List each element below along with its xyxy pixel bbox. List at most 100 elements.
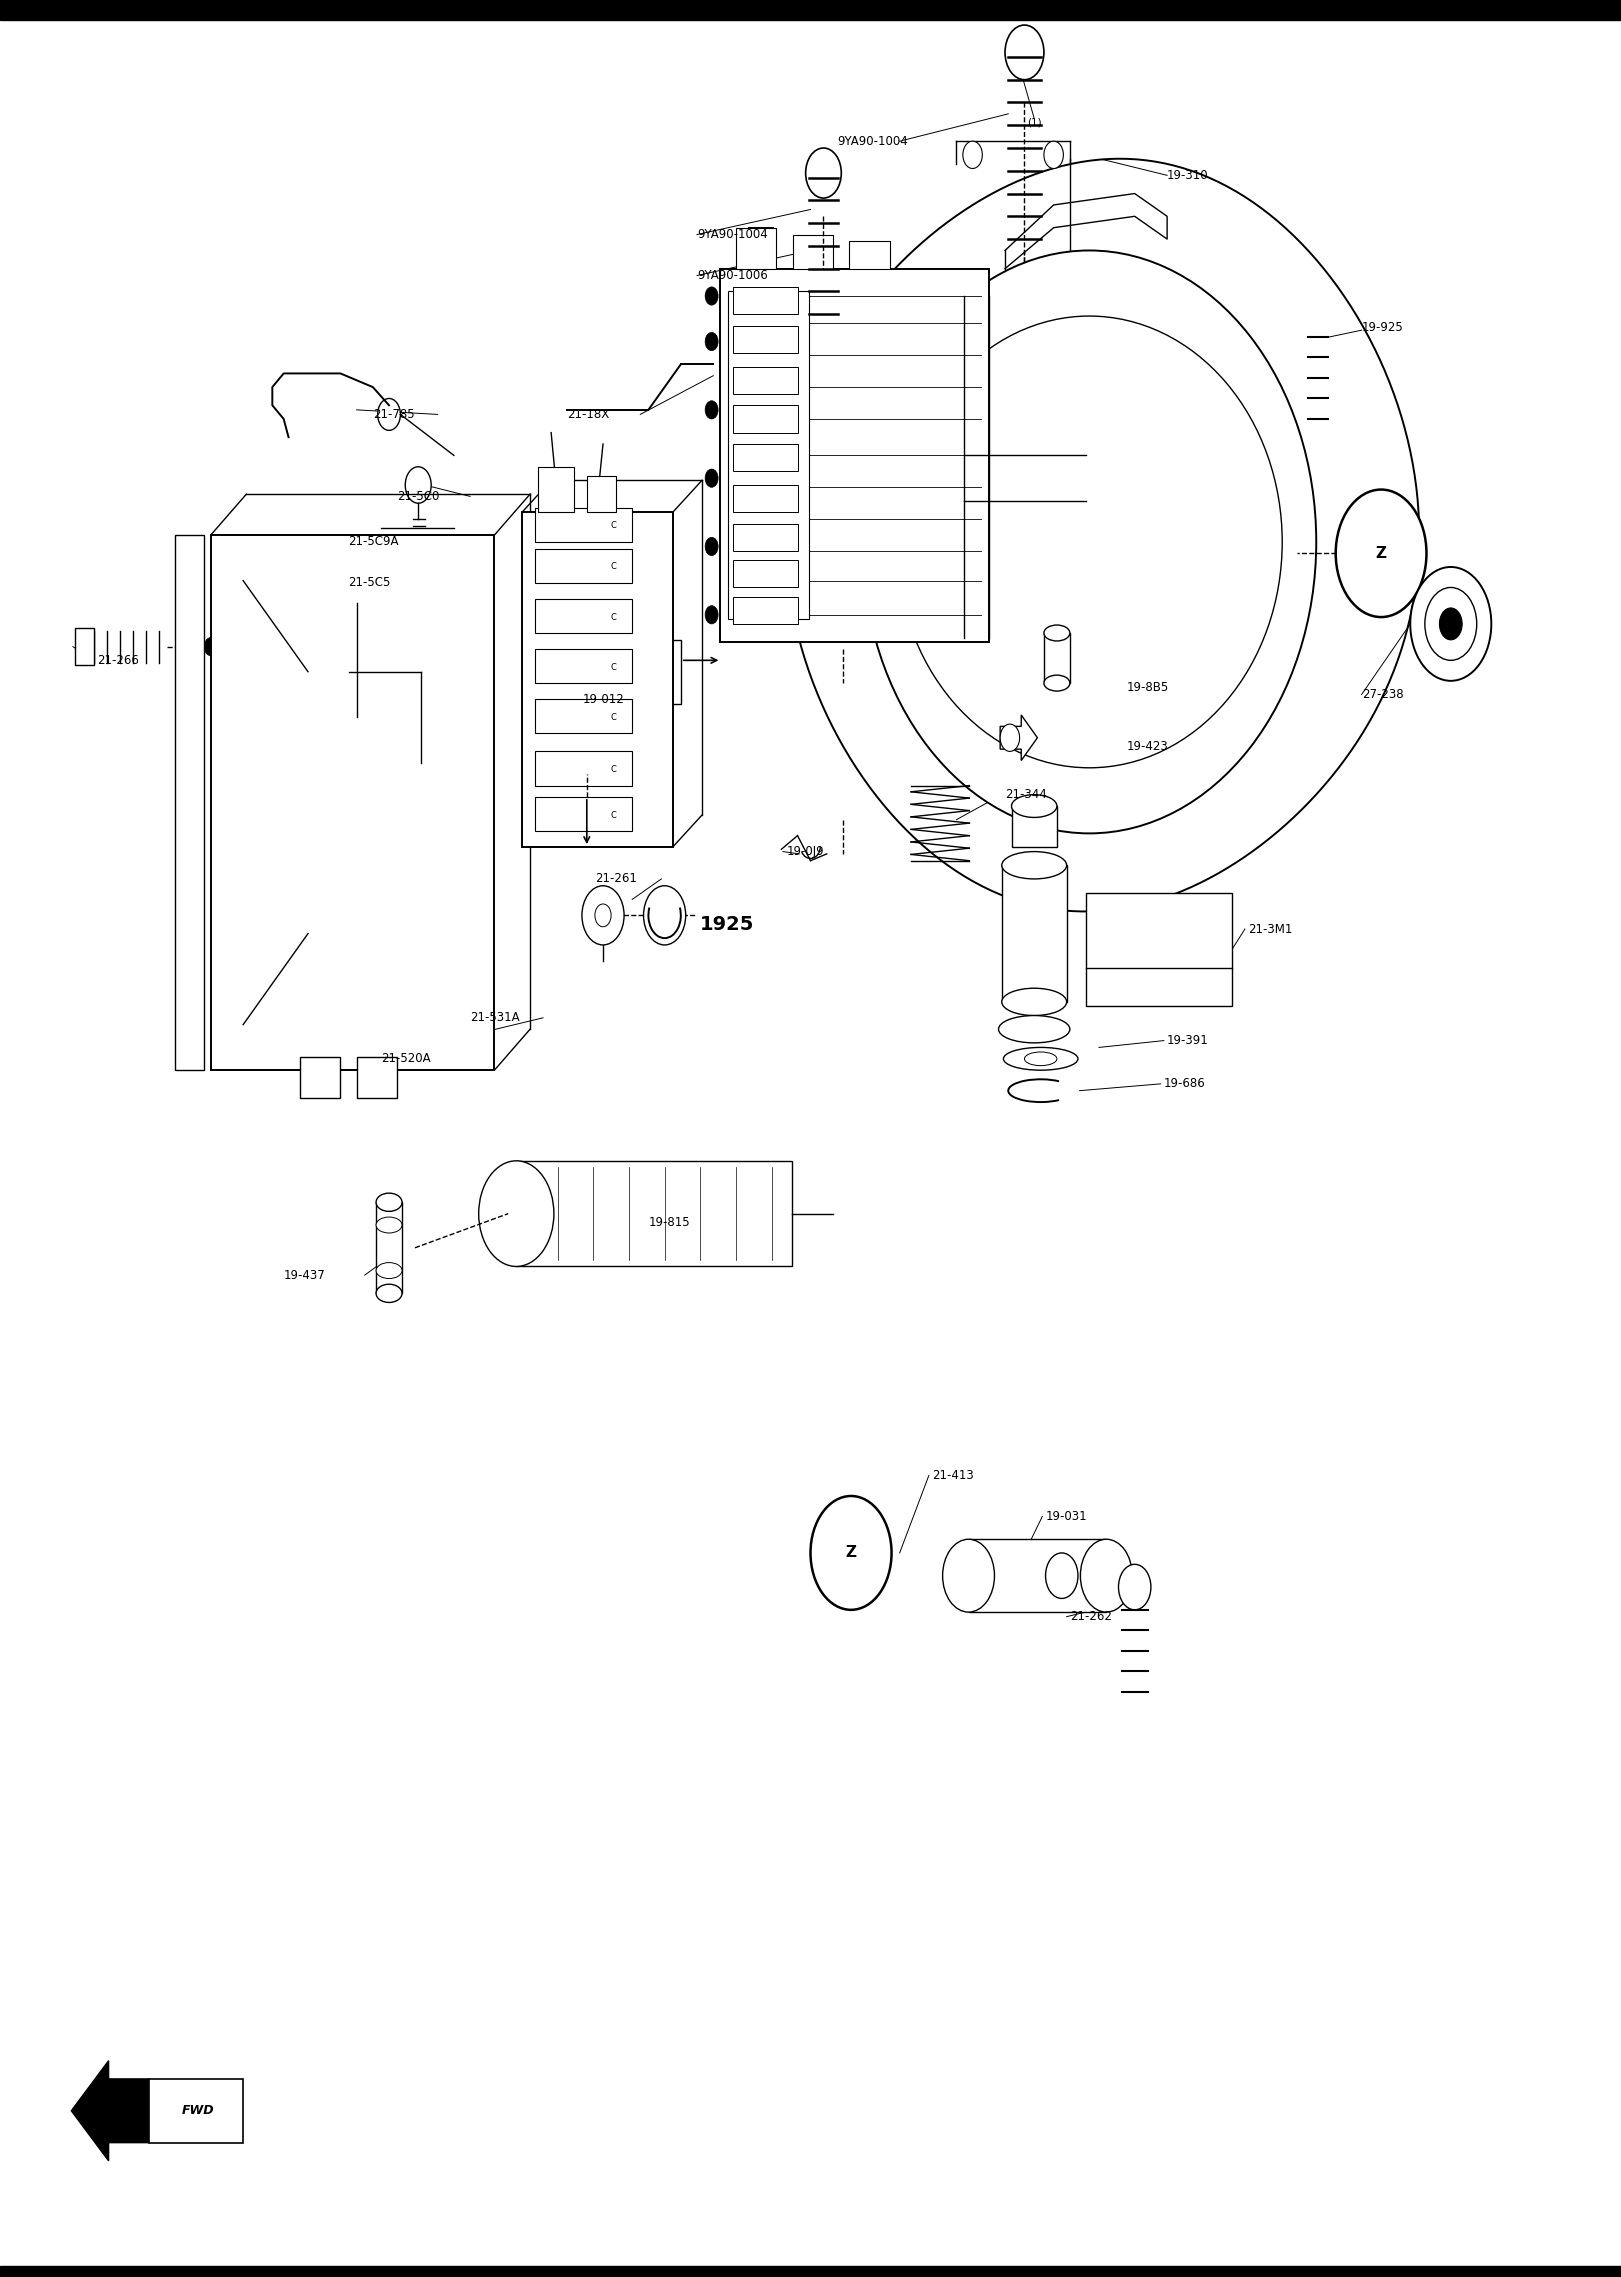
Polygon shape xyxy=(515,1161,791,1266)
Bar xyxy=(75,628,94,665)
Text: C: C xyxy=(609,562,616,572)
Circle shape xyxy=(1439,608,1462,640)
Text: 21-785: 21-785 xyxy=(373,408,415,421)
Text: 19-310: 19-310 xyxy=(1167,168,1209,182)
Ellipse shape xyxy=(478,1161,554,1266)
Text: C: C xyxy=(609,765,616,774)
Text: 21-344: 21-344 xyxy=(1005,788,1047,802)
Bar xyxy=(733,524,798,551)
Text: 19-437: 19-437 xyxy=(284,1268,326,1282)
Text: C: C xyxy=(609,613,616,622)
Bar xyxy=(149,2079,243,2143)
Ellipse shape xyxy=(1044,626,1070,642)
Bar xyxy=(535,797,632,831)
Bar xyxy=(175,535,204,1070)
Text: 9YA90-1004: 9YA90-1004 xyxy=(836,134,908,148)
Bar xyxy=(0,0,1621,20)
Circle shape xyxy=(810,1496,892,1610)
Circle shape xyxy=(1410,567,1491,681)
Text: 9YA90-1004: 9YA90-1004 xyxy=(697,228,768,241)
Ellipse shape xyxy=(376,1216,402,1232)
Text: 21-18X: 21-18X xyxy=(567,408,609,421)
Text: Z: Z xyxy=(846,1546,856,1560)
Text: 21-531A: 21-531A xyxy=(470,1011,520,1025)
Text: 21-5C9A: 21-5C9A xyxy=(349,535,399,549)
Ellipse shape xyxy=(942,1539,994,1612)
Circle shape xyxy=(405,467,431,503)
Circle shape xyxy=(311,560,331,587)
Circle shape xyxy=(963,141,982,168)
Bar xyxy=(793,235,833,269)
Text: 21-413: 21-413 xyxy=(932,1469,974,1482)
Bar xyxy=(733,597,798,624)
Bar xyxy=(733,444,798,471)
Ellipse shape xyxy=(1002,852,1067,879)
Bar xyxy=(535,699,632,733)
Circle shape xyxy=(1425,587,1477,660)
Bar xyxy=(535,649,632,683)
Text: 9YA90-1006: 9YA90-1006 xyxy=(697,269,768,282)
Bar xyxy=(535,508,632,542)
Text: 19-8B5: 19-8B5 xyxy=(1127,681,1169,694)
Circle shape xyxy=(705,401,718,419)
Text: 21-520A: 21-520A xyxy=(381,1052,431,1066)
Bar xyxy=(733,287,798,314)
Bar xyxy=(1044,633,1070,683)
Bar xyxy=(1002,865,1067,1002)
Ellipse shape xyxy=(862,250,1316,833)
Bar xyxy=(376,1202,402,1293)
Text: 27-238: 27-238 xyxy=(1362,688,1404,701)
Circle shape xyxy=(582,886,624,945)
Text: 19-391: 19-391 xyxy=(1167,1034,1209,1047)
Text: 21-3M1: 21-3M1 xyxy=(1248,922,1292,936)
Ellipse shape xyxy=(1012,795,1057,817)
Ellipse shape xyxy=(376,1284,402,1302)
Circle shape xyxy=(204,638,217,656)
Circle shape xyxy=(595,904,611,927)
Text: C: C xyxy=(609,663,616,672)
Bar xyxy=(733,326,798,353)
Text: 19-815: 19-815 xyxy=(648,1216,691,1230)
Text: FWD: FWD xyxy=(182,2104,214,2118)
Bar xyxy=(535,599,632,633)
Circle shape xyxy=(1044,141,1063,168)
Circle shape xyxy=(1118,1564,1151,1610)
Bar xyxy=(733,405,798,433)
Bar xyxy=(357,1057,397,1098)
Ellipse shape xyxy=(1003,1047,1078,1070)
Bar xyxy=(211,535,494,1070)
Bar xyxy=(300,1057,340,1098)
Bar xyxy=(632,640,681,704)
Circle shape xyxy=(378,398,400,430)
Circle shape xyxy=(644,886,686,945)
Text: 19-686: 19-686 xyxy=(1164,1077,1206,1091)
Text: 21-266: 21-266 xyxy=(97,653,139,667)
Circle shape xyxy=(1005,25,1044,80)
Ellipse shape xyxy=(1002,988,1067,1016)
Circle shape xyxy=(1336,490,1426,617)
Bar xyxy=(736,228,776,269)
Ellipse shape xyxy=(896,317,1282,767)
Bar xyxy=(733,367,798,394)
Text: 19-012: 19-012 xyxy=(582,692,624,706)
Circle shape xyxy=(705,606,718,624)
Text: 19-925: 19-925 xyxy=(1362,321,1404,335)
Bar xyxy=(849,241,890,269)
Circle shape xyxy=(705,537,718,556)
Bar xyxy=(535,549,632,583)
Text: (1): (1) xyxy=(1026,118,1042,128)
Text: 21-262: 21-262 xyxy=(1070,1610,1112,1624)
Text: Z: Z xyxy=(1376,546,1386,560)
Circle shape xyxy=(806,148,841,198)
Text: 21-261: 21-261 xyxy=(595,872,637,886)
Circle shape xyxy=(705,287,718,305)
Polygon shape xyxy=(71,2061,149,2161)
Bar xyxy=(733,560,798,587)
Ellipse shape xyxy=(1024,1052,1057,1066)
Ellipse shape xyxy=(376,1193,402,1211)
Ellipse shape xyxy=(1044,676,1070,692)
Bar xyxy=(728,291,809,619)
Ellipse shape xyxy=(999,1016,1070,1043)
Text: C: C xyxy=(609,521,616,531)
Text: 19-031: 19-031 xyxy=(1046,1510,1088,1523)
